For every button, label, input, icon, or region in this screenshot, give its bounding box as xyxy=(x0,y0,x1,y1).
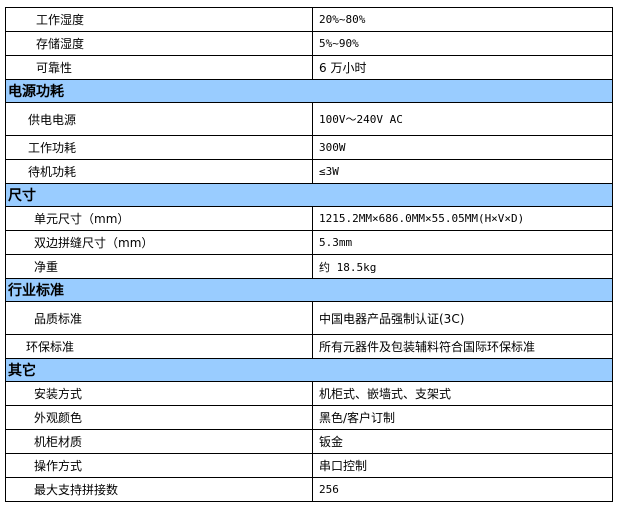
spec-row: 双边拼缝尺寸（mm） 5.3mm xyxy=(5,230,613,255)
spec-value: 1215.2MM×686.0MM×55.05MM(H×V×D) xyxy=(312,206,613,231)
spec-row: 单元尺寸（mm） 1215.2MM×686.0MM×55.05MM(H×V×D) xyxy=(5,206,613,231)
spec-row: 工作功耗 300W xyxy=(5,135,613,160)
spec-row: 待机功耗 ≤3W xyxy=(5,159,613,184)
section-title: 电源功耗 xyxy=(5,79,613,103)
spec-label: 品质标准 xyxy=(5,301,313,335)
spec-label: 外观颜色 xyxy=(5,405,313,430)
spec-value: 6 万小时 xyxy=(312,55,613,80)
spec-value: 中国电器产品强制认证(3C) xyxy=(312,301,613,335)
section-header: 其它 xyxy=(5,358,613,382)
spec-row: 环保标准 所有元器件及包装辅料符合国际环保标准 xyxy=(5,334,613,359)
spec-row: 供电电源 100V～240V AC xyxy=(5,102,613,136)
spec-label: 供电电源 xyxy=(5,102,313,136)
spec-value: 钣金 xyxy=(312,429,613,454)
spec-value: 5.3mm xyxy=(312,230,613,255)
spec-row: 存储湿度 5%~90% xyxy=(5,31,613,56)
spec-table: 工作湿度 20%~80% 存储湿度 5%~90% 可靠性 6 万小时 电源功耗 供电电源 100… xyxy=(5,7,613,502)
section-title: 尺寸 xyxy=(5,183,613,207)
spec-value: 100V～240V AC xyxy=(312,102,613,136)
spec-label: 工作湿度 xyxy=(5,7,313,32)
spec-row: 机柜材质 钣金 xyxy=(5,429,613,454)
spec-label: 双边拼缝尺寸（mm） xyxy=(5,230,313,255)
spec-row: 外观颜色 黑色/客户订制 xyxy=(5,405,613,430)
spec-row: 可靠性 6 万小时 xyxy=(5,55,613,80)
section-header: 尺寸 xyxy=(5,183,613,207)
spec-value: 黑色/客户订制 xyxy=(312,405,613,430)
spec-row: 操作方式 串口控制 xyxy=(5,453,613,478)
section-header: 电源功耗 xyxy=(5,79,613,103)
spec-value: 约 18.5kg xyxy=(312,254,613,279)
spec-row: 最大支持拼接数 256 xyxy=(5,477,613,502)
spec-label: 单元尺寸（mm） xyxy=(5,206,313,231)
spec-value: 串口控制 xyxy=(312,453,613,478)
spec-row: 工作湿度 20%~80% xyxy=(5,7,613,32)
spec-value: ≤3W xyxy=(312,159,613,184)
spec-label: 环保标准 xyxy=(5,334,313,359)
spec-value: 所有元器件及包装辅料符合国际环保标准 xyxy=(312,334,613,359)
spec-value: 机柜式、嵌墙式、支架式 xyxy=(312,381,613,406)
spec-label: 操作方式 xyxy=(5,453,313,478)
spec-label: 存储湿度 xyxy=(5,31,313,56)
spec-value: 5%~90% xyxy=(312,31,613,56)
spec-label: 净重 xyxy=(5,254,313,279)
spec-value: 300W xyxy=(312,135,613,160)
spec-label: 机柜材质 xyxy=(5,429,313,454)
section-title: 行业标准 xyxy=(5,278,613,302)
spec-row: 品质标准 中国电器产品强制认证(3C) xyxy=(5,301,613,335)
spec-value: 256 xyxy=(312,477,613,502)
spec-label: 工作功耗 xyxy=(5,135,313,160)
section-title: 其它 xyxy=(5,358,613,382)
spec-row: 安装方式 机柜式、嵌墙式、支架式 xyxy=(5,381,613,406)
spec-value: 20%~80% xyxy=(312,7,613,32)
section-header: 行业标准 xyxy=(5,278,613,302)
spec-label: 安装方式 xyxy=(5,381,313,406)
spec-label: 待机功耗 xyxy=(5,159,313,184)
spec-label: 可靠性 xyxy=(5,55,313,80)
spec-label: 最大支持拼接数 xyxy=(5,477,313,502)
spec-row: 净重约 18.5kg xyxy=(5,254,613,279)
